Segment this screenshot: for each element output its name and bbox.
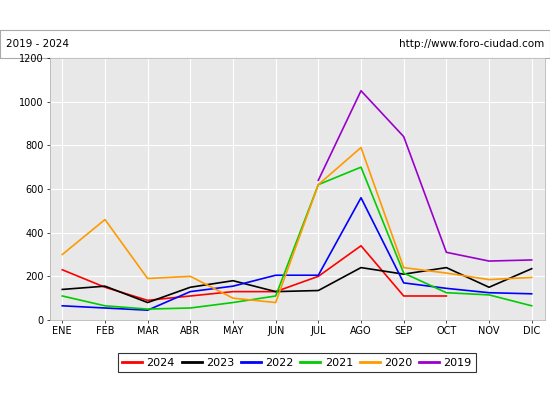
Legend: 2024, 2023, 2022, 2021, 2020, 2019: 2024, 2023, 2022, 2021, 2020, 2019 [118, 353, 476, 372]
Text: 2019 - 2024: 2019 - 2024 [6, 39, 69, 49]
Text: Evolucion Nº Turistas Nacionales en el municipio de Corullón: Evolucion Nº Turistas Nacionales en el m… [43, 7, 507, 23]
Text: http://www.foro-ciudad.com: http://www.foro-ciudad.com [399, 39, 544, 49]
